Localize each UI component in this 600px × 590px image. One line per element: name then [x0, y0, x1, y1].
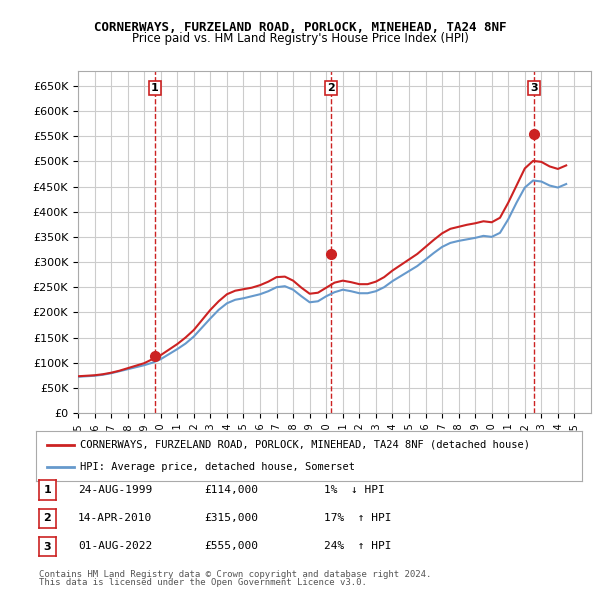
Text: 3: 3 [530, 83, 538, 93]
Text: 1: 1 [151, 83, 159, 93]
Text: Price paid vs. HM Land Registry's House Price Index (HPI): Price paid vs. HM Land Registry's House … [131, 32, 469, 45]
Text: £114,000: £114,000 [204, 485, 258, 494]
Text: 24%  ↑ HPI: 24% ↑ HPI [324, 542, 392, 551]
Text: HPI: Average price, detached house, Somerset: HPI: Average price, detached house, Some… [80, 462, 355, 472]
Text: 1%  ↓ HPI: 1% ↓ HPI [324, 485, 385, 494]
Text: 2: 2 [44, 513, 51, 523]
Text: CORNERWAYS, FURZELAND ROAD, PORLOCK, MINEHEAD, TA24 8NF (detached house): CORNERWAYS, FURZELAND ROAD, PORLOCK, MIN… [80, 440, 530, 450]
Text: £555,000: £555,000 [204, 542, 258, 551]
Text: 1: 1 [44, 485, 51, 495]
Text: 17%  ↑ HPI: 17% ↑ HPI [324, 513, 392, 523]
Text: CORNERWAYS, FURZELAND ROAD, PORLOCK, MINEHEAD, TA24 8NF: CORNERWAYS, FURZELAND ROAD, PORLOCK, MIN… [94, 21, 506, 34]
Text: This data is licensed under the Open Government Licence v3.0.: This data is licensed under the Open Gov… [39, 578, 367, 587]
Text: Contains HM Land Registry data © Crown copyright and database right 2024.: Contains HM Land Registry data © Crown c… [39, 571, 431, 579]
Text: 2: 2 [327, 83, 335, 93]
Text: 3: 3 [44, 542, 51, 552]
Text: 14-APR-2010: 14-APR-2010 [78, 513, 152, 523]
Text: 24-AUG-1999: 24-AUG-1999 [78, 485, 152, 494]
Text: £315,000: £315,000 [204, 513, 258, 523]
Text: 01-AUG-2022: 01-AUG-2022 [78, 542, 152, 551]
